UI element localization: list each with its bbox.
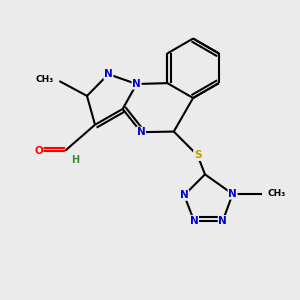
Text: N: N [132,79,141,89]
Text: S: S [194,150,201,160]
Text: N: N [218,216,227,226]
Text: CH₃: CH₃ [35,75,54,84]
Text: H: H [71,155,79,165]
Text: N: N [190,216,198,226]
Text: N: N [137,127,146,137]
Text: CH₃: CH₃ [267,190,285,199]
Text: N: N [228,189,237,199]
Text: N: N [180,190,189,200]
Text: O: O [34,146,43,156]
Text: N: N [104,69,113,79]
